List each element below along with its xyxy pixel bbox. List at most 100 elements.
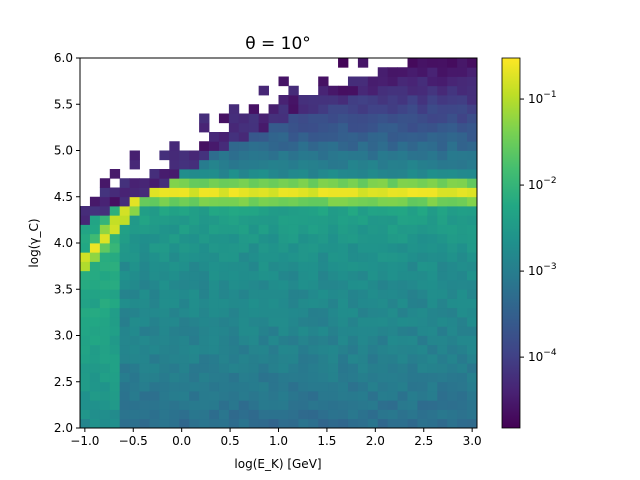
heatmap-cell (387, 335, 398, 346)
heatmap-cell (338, 233, 349, 244)
heatmap-cell (387, 159, 398, 170)
heatmap-cell (119, 418, 131, 429)
heatmap-cell (417, 95, 428, 105)
heatmap-cell (238, 159, 250, 170)
heatmap-cell (99, 363, 111, 373)
heatmap-cell (89, 261, 101, 272)
heatmap-cell (407, 67, 418, 77)
heatmap-cell (328, 372, 339, 383)
heatmap-cell (447, 335, 458, 346)
heatmap-cell (338, 363, 349, 373)
heatmap-cell (228, 270, 240, 281)
heatmap-cell (199, 252, 210, 262)
heatmap-cell (238, 206, 250, 216)
heatmap-cell (268, 400, 279, 410)
heatmap-cell (129, 206, 140, 216)
heatmap-cell (417, 418, 428, 429)
heatmap-cell (387, 354, 398, 364)
heatmap-cell (199, 243, 210, 253)
heatmap-cell (199, 289, 210, 299)
heatmap-cell (457, 104, 468, 114)
heatmap-cell (447, 67, 458, 77)
heatmap-cell (139, 270, 150, 281)
heatmap-cell (238, 335, 250, 346)
x-tick-label: 0.5 (221, 434, 240, 448)
x-tick-label: 3.0 (463, 434, 482, 448)
heatmap-cell (298, 206, 309, 216)
heatmap-cell (258, 224, 269, 235)
heatmap-cell (347, 104, 359, 114)
heatmap-cell (199, 307, 210, 318)
heatmap-cell (407, 76, 418, 87)
heatmap-cell (129, 270, 140, 281)
heatmap-cell (377, 215, 389, 225)
heatmap-cell (308, 354, 319, 364)
heatmap-cell (298, 169, 309, 179)
heatmap-cell (377, 270, 389, 281)
heatmap-cell (387, 122, 398, 133)
heatmap-cell (248, 372, 260, 383)
heatmap-cell (228, 187, 240, 198)
heatmap-cell (179, 381, 190, 392)
heatmap-cell (298, 141, 309, 151)
heatmap-cell (427, 122, 438, 133)
heatmap-cell (347, 85, 359, 96)
heatmap-cell (308, 298, 319, 309)
heatmap-cell (139, 344, 150, 355)
heatmap-cell (357, 363, 369, 373)
heatmap-cell (387, 280, 398, 290)
heatmap-cell (99, 317, 111, 327)
heatmap-cell (397, 261, 408, 272)
heatmap-cell (179, 372, 190, 383)
heatmap-cell (238, 243, 250, 253)
heatmap-cell (89, 298, 101, 309)
heatmap-cell (119, 252, 131, 262)
heatmap-cell (467, 76, 478, 87)
x-tick-label: 2.0 (366, 434, 385, 448)
heatmap-cell (298, 372, 309, 383)
heatmap-cell (169, 224, 180, 235)
heatmap-cell (308, 233, 319, 244)
heatmap-cell (298, 215, 309, 225)
heatmap-cell (278, 169, 289, 179)
heatmap-cell (457, 187, 468, 198)
heatmap-cell (278, 363, 289, 373)
heatmap-cell (149, 233, 160, 244)
heatmap-cell (119, 215, 131, 225)
heatmap-cell (298, 400, 309, 410)
heatmap-cell (80, 298, 91, 309)
heatmap-cell (218, 132, 230, 142)
heatmap-cell (129, 326, 140, 336)
heatmap-cell (298, 298, 309, 309)
heatmap-cell (288, 150, 299, 161)
heatmap-cell (209, 363, 220, 373)
heatmap-cell (119, 261, 131, 272)
heatmap-cell (80, 243, 91, 253)
heatmap-cell (298, 252, 309, 262)
heatmap-cell (338, 326, 349, 336)
heatmap-cell (377, 233, 389, 244)
heatmap-cell (427, 363, 438, 373)
heatmap-cell (357, 326, 369, 336)
heatmap-cell (447, 409, 458, 420)
heatmap-cell (288, 391, 299, 401)
heatmap-cell (347, 206, 359, 216)
heatmap-cell (407, 289, 418, 299)
heatmap-cell (80, 326, 91, 336)
heatmap-cell (218, 326, 230, 336)
heatmap-cell (218, 178, 230, 188)
heatmap-cell (109, 344, 121, 355)
heatmap-cell (417, 113, 428, 124)
heatmap-cell (209, 141, 220, 151)
heatmap-cell (268, 187, 279, 198)
heatmap-cell (417, 76, 428, 87)
heatmap-cell (467, 418, 478, 429)
heatmap-cell (288, 409, 299, 420)
heatmap-cell (119, 326, 131, 336)
heatmap-cell (417, 280, 428, 290)
heatmap-cell (159, 307, 170, 318)
heatmap-cell (437, 400, 448, 410)
heatmap-cell (268, 391, 279, 401)
heatmap-cell (367, 122, 379, 133)
heatmap-cell (467, 298, 478, 309)
